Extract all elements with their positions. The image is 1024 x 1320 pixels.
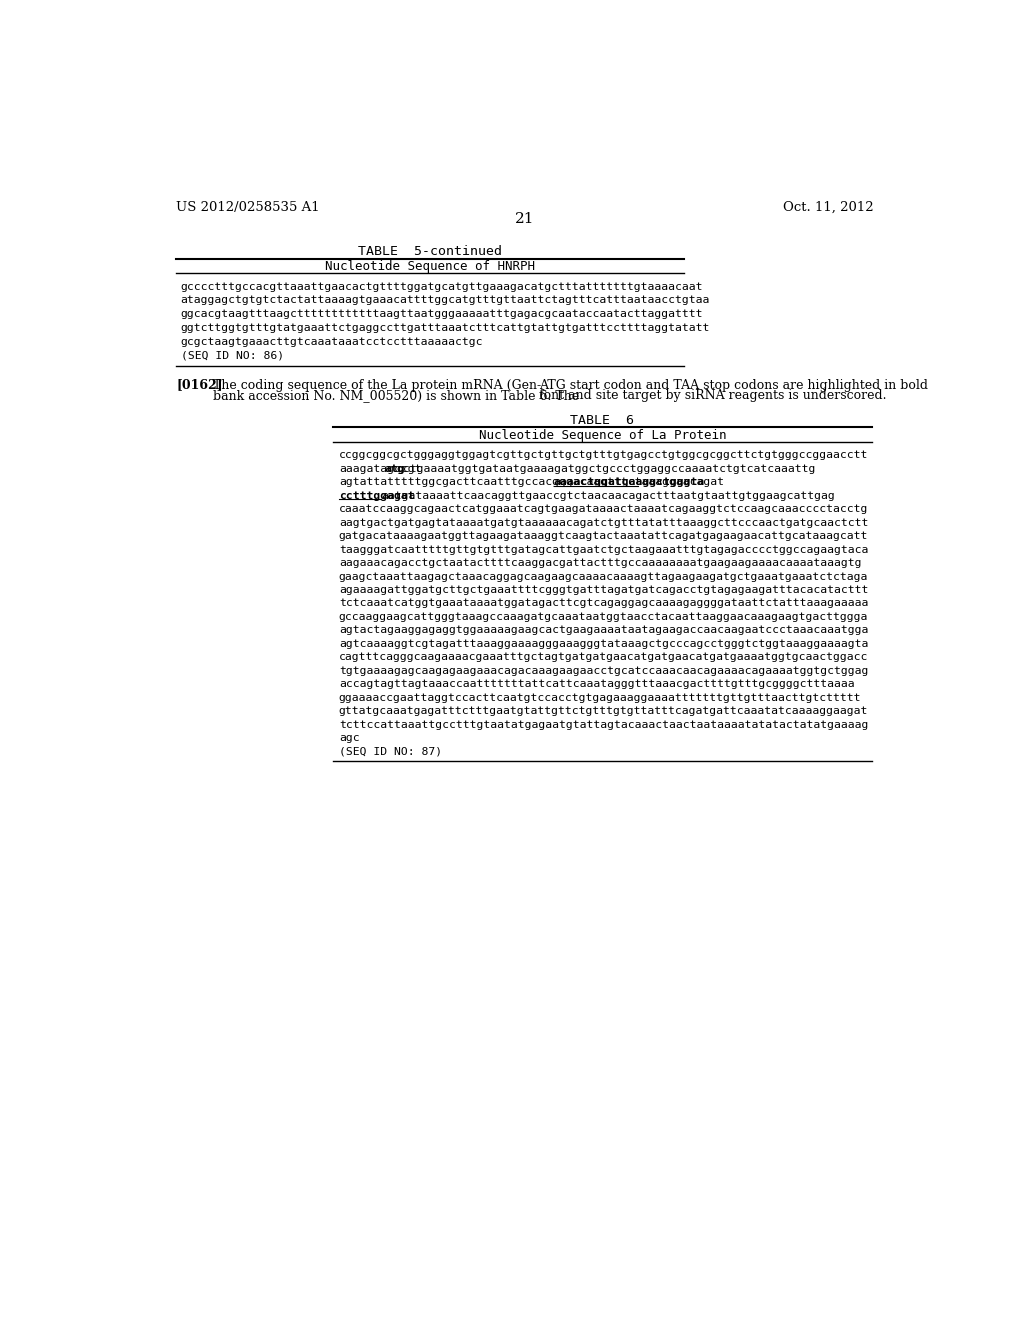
Text: ggcacgtaagtttaagcttttttttttttaagttaatgggaaaaatttgagacgcaataccaatacttaggatttt: ggcacgtaagtttaagcttttttttttttaagttaatggg… (180, 309, 703, 319)
Text: gatgacataaaagaatggttagaagataaaggtcaagtactaaatattcagatgagaagaacattgcataaagcatt: gatgacataaaagaatggttagaagataaaggtcaagtac… (339, 531, 868, 541)
Text: aatgataaaattcaacaggttgaaccgtctaacaacagactttaatgtaattgtggaagcattgag: aatgataaaattcaacaggttgaaccgtctaacaacagac… (381, 491, 835, 500)
Text: (SEQ ID NO: 87): (SEQ ID NO: 87) (339, 747, 442, 756)
Text: gccaaggaagcattgggtaaagccaaagatgcaaataatggtaacctacaattaaggaacaaagaagtgacttggga: gccaaggaagcattgggtaaagccaaagatgcaaataatg… (339, 612, 868, 622)
Text: TABLE  5-continued: TABLE 5-continued (358, 244, 502, 257)
Text: Oct. 11, 2012: Oct. 11, 2012 (783, 201, 873, 214)
Text: gaagctaaattaagagctaaacaggagcaagaagcaaaacaaaagttagaagaagatgctgaaatgaaatctctaga: gaagctaaattaagagctaaacaggagcaagaagcaaaac… (339, 572, 868, 582)
Text: gttatgcaaatgagatttctttgaatgtattgttctgtttgtgttatttcagatgattcaaatatcaaaaggaagat: gttatgcaaatgagatttctttgaatgtattgttctgttt… (339, 706, 868, 717)
Text: tctcaaatcatggtgaaataaaatggatagacttcgtcagaggagcaaaagaggggataattctatttaaagaaaaa: tctcaaatcatggtgaaataaaatggatagacttcgtcag… (339, 598, 868, 609)
Text: Nucleotide Sequence of HNRPH: Nucleotide Sequence of HNRPH (326, 260, 536, 273)
Text: The coding sequence of the La protein mRNA (Gen-: The coding sequence of the La protein mR… (213, 379, 542, 392)
Text: atg: atg (385, 463, 406, 474)
Text: taagggatcaatttttgttgtgtttgatagcattgaatctgctaagaaatttgtagagacccctggccagaagtaca: taagggatcaatttttgttgtgtttgatagcattgaatct… (339, 545, 868, 554)
Text: gcgctaagtgaaacttgtcaaataaatcctcctttaaaaactgc: gcgctaagtgaaacttgtcaaataaatcctcctttaaaaa… (180, 337, 483, 347)
Text: ggaaaaccgaattaggtccacttcaatgtccacctgtgagaaaggaaaatttttttgttgtttaacttgtcttttt: ggaaaaccgaattaggtccacttcaatgtccacctgtgag… (339, 693, 861, 702)
Text: bank accession No. NM_005520) is shown in Table 6. The: bank accession No. NM_005520) is shown i… (213, 389, 580, 403)
Text: aaaactggatgaaggctgggta: aaaactggatgaaggctgggta (554, 478, 705, 487)
Text: agc: agc (339, 733, 359, 743)
Text: ggtcttggtgtttgtatgaaattctgaggccttgatttaaatctttcattgtattgtgatttccttttaggtatatt: ggtcttggtgtttgtatgaaattctgaggccttgatttaa… (180, 323, 710, 333)
Text: 21: 21 (515, 213, 535, 226)
Text: [0162]: [0162] (176, 379, 222, 392)
Text: TABLE  6: TABLE 6 (570, 414, 634, 428)
Text: cagtttcagggcaagaaaacgaaatttgctagtgatgatgaacatgatgaacatgatgaaaatggtgcaactggacc: cagtttcagggcaagaaaacgaaatttgctagtgatgatg… (339, 652, 868, 663)
Text: caaatccaaggcagaactcatggaaatcagtgaagataaaactaaaatcagaaggtctccaagcaaacccctacctg: caaatccaaggcagaactcatggaaatcagtgaagataaa… (339, 504, 868, 513)
Text: tcttccattaaattgcctttgtaatatgagaatgtattagtacaaactaactaataaaatatatactatatgaaaag: tcttccattaaattgcctttgtaatatgagaatgtattag… (339, 719, 868, 730)
Text: aaagatagccgt: aaagatagccgt (339, 463, 421, 474)
Text: ataggagctgtgtctactattaaaagtgaaacattttggcatgtttgttaattctagtttcatttaataacctgtaa: ataggagctgtgtctactattaaaagtgaaacattttggc… (180, 296, 710, 305)
Text: agaaaagattggatgcttgctgaaattttcgggtgatttagatgatcagacctgtagagaagatttacacatacttt: agaaaagattggatgcttgctgaaattttcgggtgattta… (339, 585, 868, 595)
Text: gcccctttgccacgttaaattgaacactgttttggatgcatgttgaaagacatgctttatttttttgtaaaacaat: gcccctttgccacgttaaattgaacactgttttggatgca… (180, 281, 703, 292)
Text: (SEQ ID NO: 86): (SEQ ID NO: 86) (180, 351, 284, 360)
Text: font and site target by siRNA reagents is underscored.: font and site target by siRNA reagents i… (539, 389, 886, 403)
Text: agtattatttttggcgacttcaatttgccacgggacaagtttctaaaggaacagat: agtattatttttggcgacttcaatttgccacgggacaagt… (339, 478, 724, 487)
Text: agtcaaaaggtcgtagatttaaaggaaaagggaaagggtataaagctgcccagcctgggtctggtaaaggaaaagta: agtcaaaaggtcgtagatttaaaggaaaagggaaagggta… (339, 639, 868, 649)
Text: aagaaacagacctgctaatacttttcaaggacgattactttgccaaaaaaaatgaagaagaaaacaaaataaagtg: aagaaacagacctgctaatacttttcaaggacgattactt… (339, 558, 861, 568)
Text: agtactagaaggagaggtggaaaaagaagcactgaagaaaataatagaagaccaacaagaatccctaaacaaatgga: agtactagaaggagaggtggaaaaagaagcactgaagaaa… (339, 626, 868, 635)
Text: accagtagttagtaaaccaatttttttattcattcaaatagggtttaaacgacttttgtttgcggggctttaaaa: accagtagttagtaaaccaatttttttattcattcaaata… (339, 680, 854, 689)
Text: ATG start codon and TAA stop codons are highlighted in bold: ATG start codon and TAA stop codons are … (539, 379, 928, 392)
Text: tgtgaaaagagcaagagaagaaacagacaaagaagaacctgcatccaaacaacagaaaacagaaaatggtgctggag: tgtgaaaagagcaagagaagaaacagacaaagaagaacct… (339, 665, 868, 676)
Text: ccggcggcgctgggaggtggagtcgttgctgttgctgtttgtgagcctgtggcgcggcttctgtgggccggaacctt: ccggcggcgctgggaggtggagtcgttgctgttgctgttt… (339, 450, 868, 461)
Text: US 2012/0258535 A1: US 2012/0258535 A1 (176, 201, 319, 214)
Text: aagtgactgatgagtataaaatgatgtaaaaaacagatctgtttatatttaaaggcttcccaactgatgcaactctt: aagtgactgatgagtataaaatgatgtaaaaaacagatct… (339, 517, 868, 528)
Text: cctttggagat: cctttggagat (339, 491, 415, 500)
Text: Nucleotide Sequence of La Protein: Nucleotide Sequence of La Protein (478, 429, 726, 442)
Text: gctgaaaatggtgataatgaaaagatggctgccctggaggccaaaatctgtcatcaaattg: gctgaaaatggtgataatgaaaagatggctgccctggagg… (396, 463, 816, 474)
